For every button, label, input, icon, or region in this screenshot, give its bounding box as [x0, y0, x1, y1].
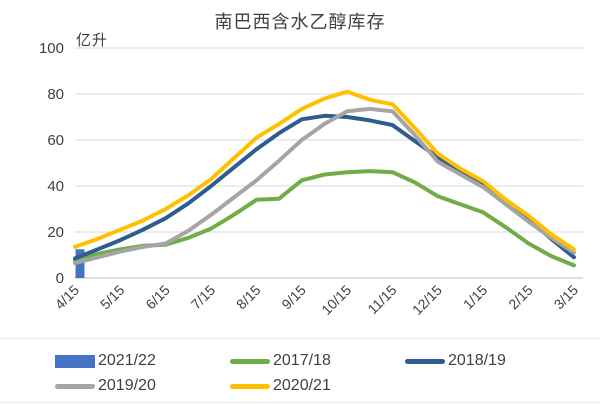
legend-swatch-bar: [55, 354, 95, 368]
x-axis-tick-label: 5/15: [97, 282, 128, 313]
line-series-2018-19: [73, 113, 576, 261]
legend-label: 2019/20: [98, 377, 156, 394]
legend-label: 2021/22: [98, 352, 156, 369]
x-axis-tick-label: 6/15: [142, 282, 173, 313]
chart-title: 南巴西含水乙醇库存: [214, 12, 386, 33]
legend-label: 2020/21: [273, 377, 331, 394]
y-axis-tick-label: 20: [47, 224, 64, 241]
legend-item-2018-19: 2018/19: [405, 350, 506, 372]
legend-swatch-line: [405, 358, 445, 364]
legend-item-2020-21: 2020/21: [230, 375, 331, 397]
divider-line-top: [0, 338, 600, 339]
y-axis-tick-label: 100: [39, 40, 64, 57]
x-axis-tick-label: 2/15: [505, 282, 536, 313]
legend-item-2017-18: 2017/18: [230, 350, 331, 372]
y-axis-tick-label: 0: [56, 270, 64, 287]
x-axis-tick-label: 1/15: [460, 282, 491, 313]
legend-label: 2017/18: [273, 352, 331, 369]
x-axis-tick-label: 10/15: [318, 282, 354, 318]
y-axis-tick-label: 40: [47, 178, 64, 195]
legend-swatch-line: [230, 383, 270, 389]
x-axis-tick-label: 8/15: [233, 282, 264, 313]
legend-swatch-line: [55, 383, 95, 389]
y-axis-tick-label: 60: [47, 132, 64, 149]
legend-swatch-line: [230, 358, 270, 364]
line-series-2020-21: [73, 89, 576, 252]
y-axis-tick-label: 80: [47, 86, 64, 103]
x-axis-tick-label: 11/15: [364, 282, 400, 318]
x-axis-tick-label: 9/15: [278, 282, 309, 313]
y-axis-unit-label: 亿升: [76, 31, 109, 49]
legend-label: 2018/19: [448, 352, 506, 369]
line-series-2019-20: [73, 106, 576, 266]
x-axis-tick-label: 3/15: [551, 282, 582, 313]
legend-item-2021-22: 2021/22: [55, 350, 156, 372]
legend-item-2019-20: 2019/20: [55, 375, 156, 397]
divider-line-bottom: [0, 402, 600, 403]
x-axis-tick-label: 7/15: [188, 282, 219, 313]
x-axis-tick-label: 12/15: [409, 282, 445, 318]
